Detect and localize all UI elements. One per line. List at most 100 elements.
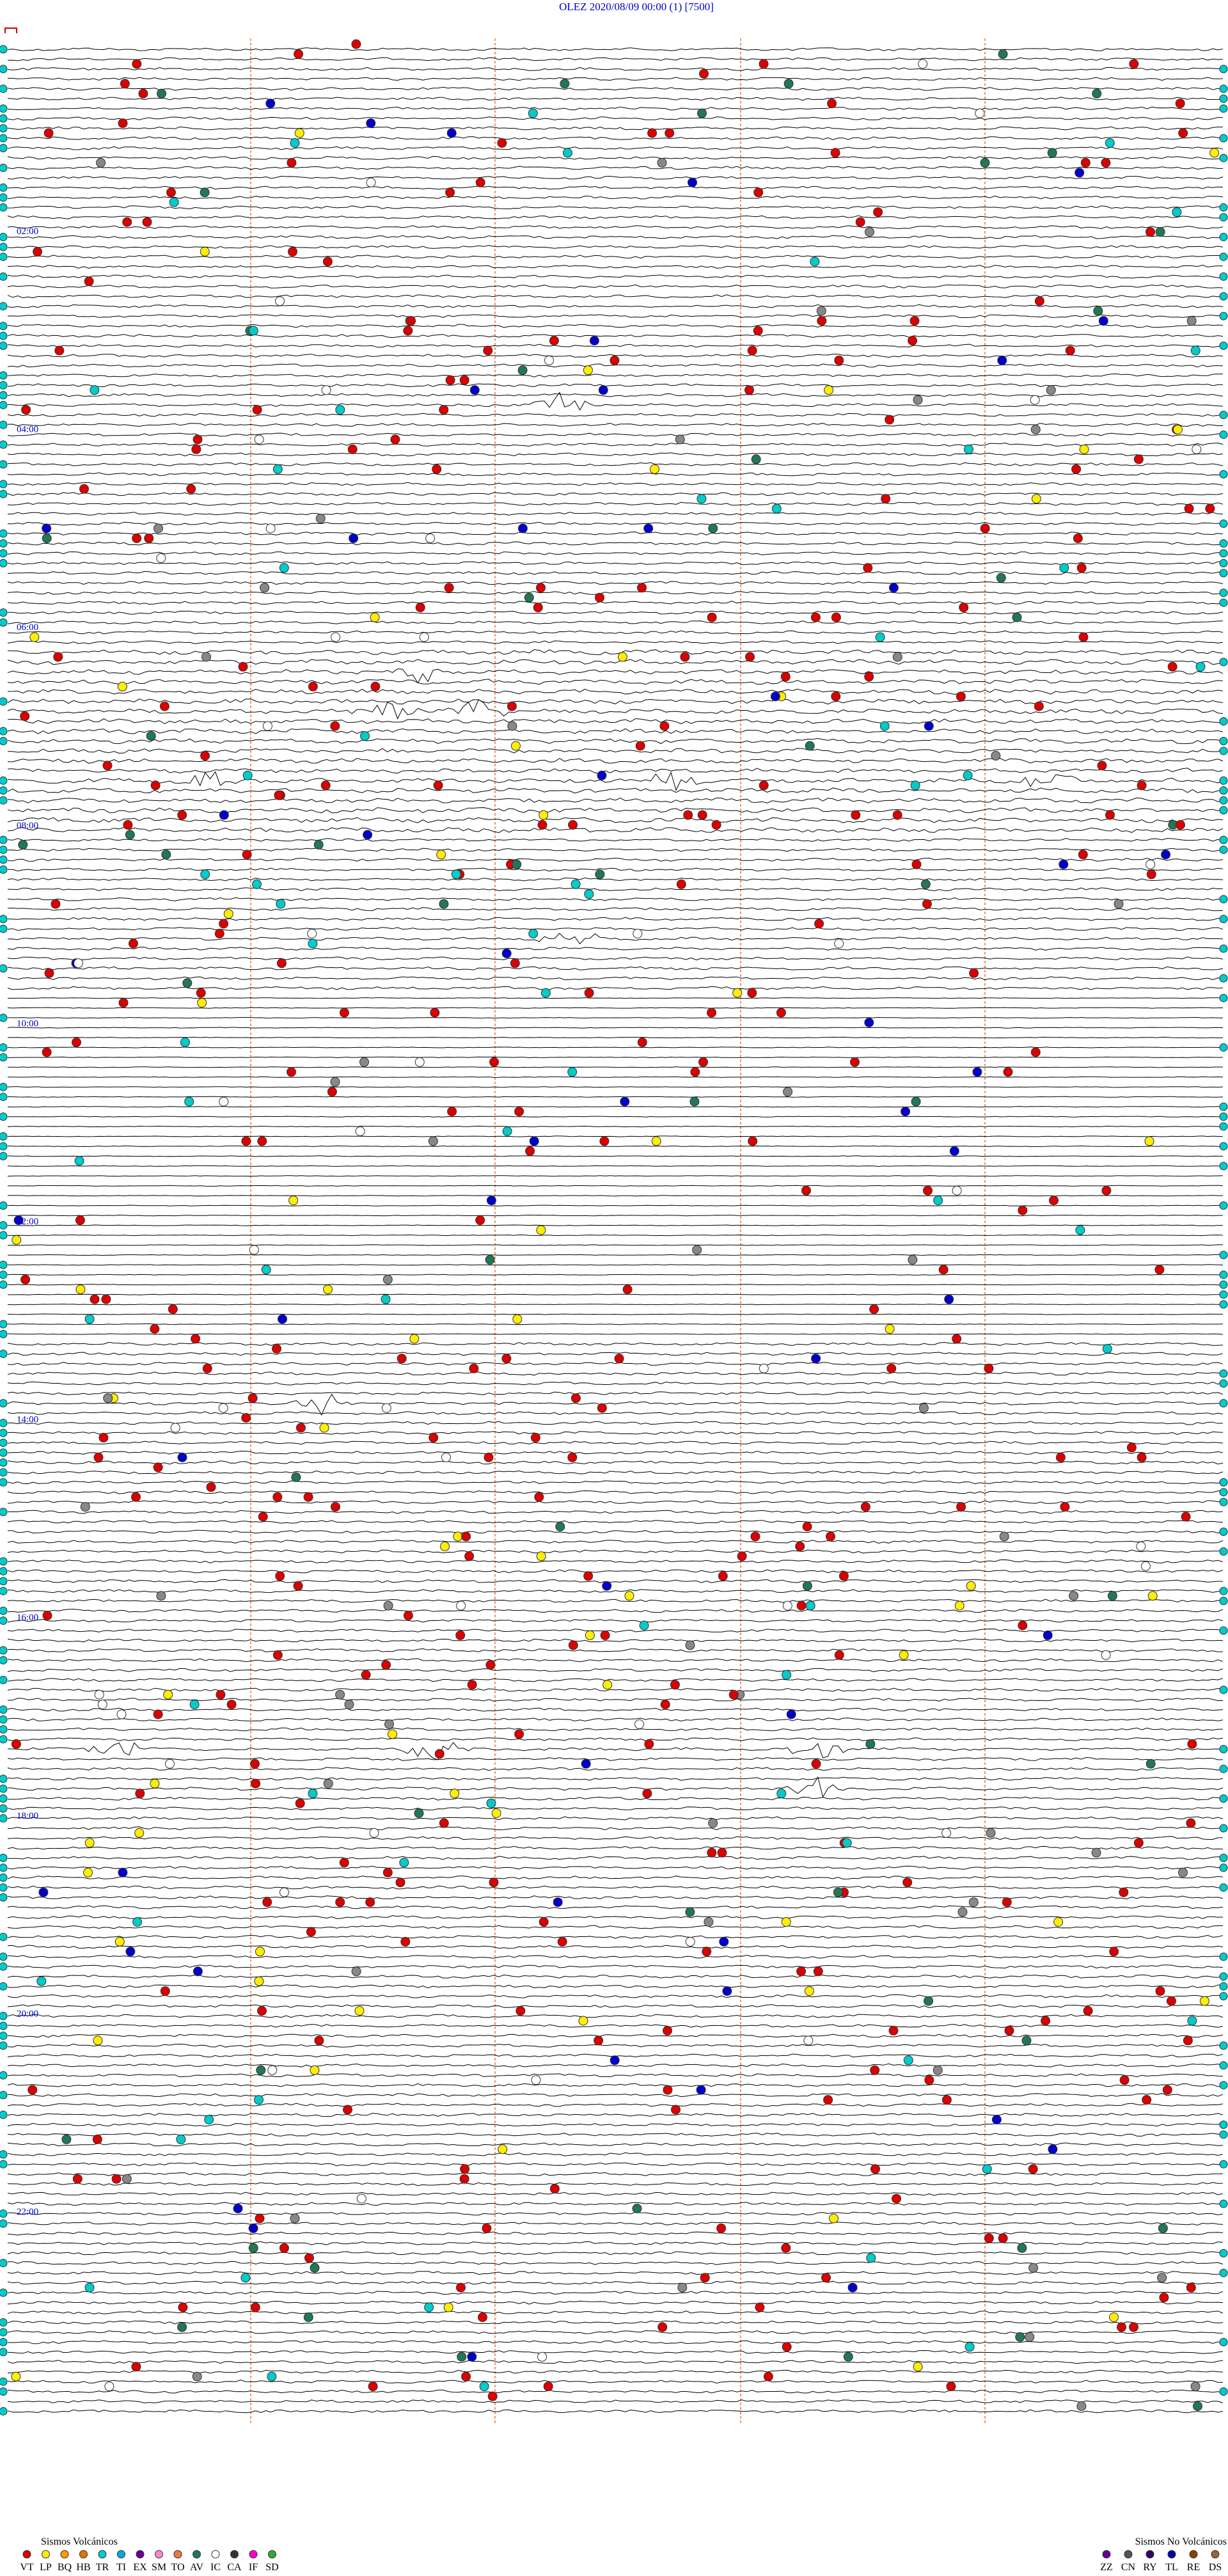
event-marker [469,385,480,395]
event-marker [146,731,156,741]
event-marker [0,480,8,489]
event-marker [441,1452,451,1462]
event-marker [161,849,171,860]
title: OLEZ 2020/08/09 00:00 (1) [7500] [559,1,714,13]
event-marker [1219,1201,1228,1210]
event-marker [0,558,8,567]
event-marker [1119,2075,1130,2085]
event-marker [434,1749,445,1759]
event-marker [751,454,761,464]
event-marker [865,227,874,237]
event-marker [261,1265,271,1275]
event-marker [216,1689,226,1700]
event-marker [1187,2016,1197,2026]
event-marker [875,632,885,642]
event-marker [699,68,709,79]
event-marker [240,2273,251,2283]
trace [7,2409,1224,2414]
trace [7,304,1224,308]
event-marker [202,1363,212,1373]
event-marker [369,1828,379,1838]
event-marker [0,1349,8,1358]
event-marker [830,148,840,158]
event-marker [1219,2337,1228,2346]
event-marker [313,840,324,849]
event-marker [1101,1185,1112,1196]
event-marker [952,1185,962,1196]
event-marker [702,1947,712,1957]
trace [7,2380,1224,2384]
trace [7,1964,1224,1969]
trace [7,391,1224,411]
event-marker [384,1719,394,1729]
event-marker [747,988,757,998]
event-marker [1219,2130,1228,2139]
event-marker [257,1136,267,1146]
event-marker [226,1700,237,1710]
trace [7,235,1224,239]
trace [7,1994,1224,1998]
event-marker [467,1680,477,1690]
event-marker [805,741,815,751]
event-marker [260,583,270,593]
event-marker [1219,84,1228,93]
event-marker [0,1043,8,1052]
event-marker [424,2302,434,2312]
event-marker [0,1478,8,1487]
event-marker [51,899,61,909]
event-marker [0,322,8,331]
event-marker [479,2382,489,2392]
event-marker [177,810,187,820]
event-marker [524,592,534,603]
event-marker [639,1620,649,1631]
event-marker [122,2174,132,2184]
trace [7,956,1224,961]
event-marker [272,1343,281,1354]
event-marker [1219,835,1228,844]
event-marker [0,2071,8,2080]
event-marker [322,257,333,267]
event-marker [697,810,707,820]
event-marker [96,157,106,168]
event-marker [279,2243,289,2253]
event-marker [1048,2144,1058,2154]
event-marker [343,2105,352,2115]
event-marker [0,65,8,74]
event-marker [180,1037,190,1047]
event-marker [254,2095,264,2105]
event-marker [964,444,973,454]
event-marker [589,336,599,345]
event-marker [578,2016,588,2026]
event-marker [1167,661,1177,672]
event-marker [0,2012,8,2021]
trace [7,1628,1224,1633]
event-marker [717,1847,727,1858]
trace [7,947,1224,951]
event-marker [966,1581,976,1591]
trace [7,215,1224,219]
event-marker [1209,148,1220,158]
trace [7,344,1224,348]
event-marker [132,1917,143,1927]
event-marker [1145,859,1156,869]
event-marker [104,2382,114,2392]
event-marker [13,1215,24,1225]
event-marker [157,88,166,99]
event-marker [1097,761,1107,771]
event-marker [497,138,507,148]
event-marker [1219,1686,1228,1695]
event-marker [0,865,8,874]
event-marker [272,464,283,474]
legend-marker [155,2550,163,2559]
legend-marker [193,2550,201,2559]
event-marker [536,1551,546,1561]
event-marker [1109,2312,1119,2322]
time-label: 12:00 [17,1217,38,1227]
event-marker [1155,227,1165,237]
event-marker [90,385,100,395]
event-marker [1219,1369,1228,1378]
trace [7,264,1224,269]
event-marker [42,533,52,543]
event-marker [782,2342,792,2352]
event-marker [514,1729,524,1739]
